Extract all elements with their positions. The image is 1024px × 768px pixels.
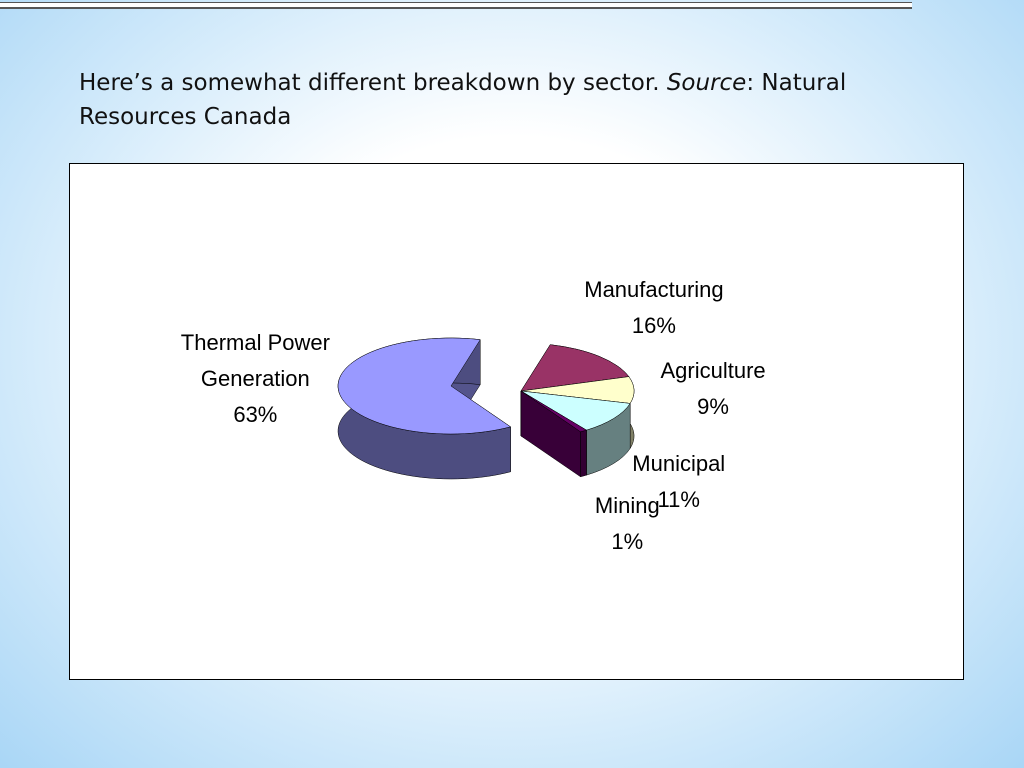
slice	[520, 390, 588, 433]
slice-label: Manufacturing 16%	[584, 272, 723, 344]
caption: Here’s a somewhat different breakdown by…	[79, 66, 949, 134]
category-label: Thermal Power Generation	[180, 330, 330, 392]
slice	[520, 390, 631, 431]
category-label: Manufacturing	[584, 276, 724, 302]
caption-text: Here’s a somewhat different breakdown by…	[79, 70, 667, 96]
category-label: Municipal	[632, 451, 726, 477]
slice	[520, 344, 630, 392]
slice	[337, 337, 512, 435]
slice-label: Mining 1%	[595, 488, 660, 560]
chart-box: Manufacturing 16% Agriculture 9% Municipal 11…	[69, 163, 964, 680]
slice-side	[580, 429, 587, 478]
category-label: Agriculture	[660, 357, 766, 383]
value-label: 63%	[233, 402, 278, 428]
value-label: 1%	[611, 529, 644, 555]
slice-label: Agriculture 9%	[660, 353, 765, 425]
slice-label: Thermal Power Generation 63%	[165, 325, 345, 433]
category-label: Mining	[594, 493, 660, 519]
value-label: 11%	[657, 487, 700, 513]
caption-text: : Natural Resources Canada	[79, 70, 847, 130]
caption-source: Source	[666, 70, 747, 96]
value-label: 16%	[631, 312, 676, 338]
slice-label: Municipal 11%	[632, 446, 725, 518]
value-label: 9%	[697, 393, 729, 419]
chart	[337, 337, 635, 480]
top-rule	[0, 2, 912, 9]
